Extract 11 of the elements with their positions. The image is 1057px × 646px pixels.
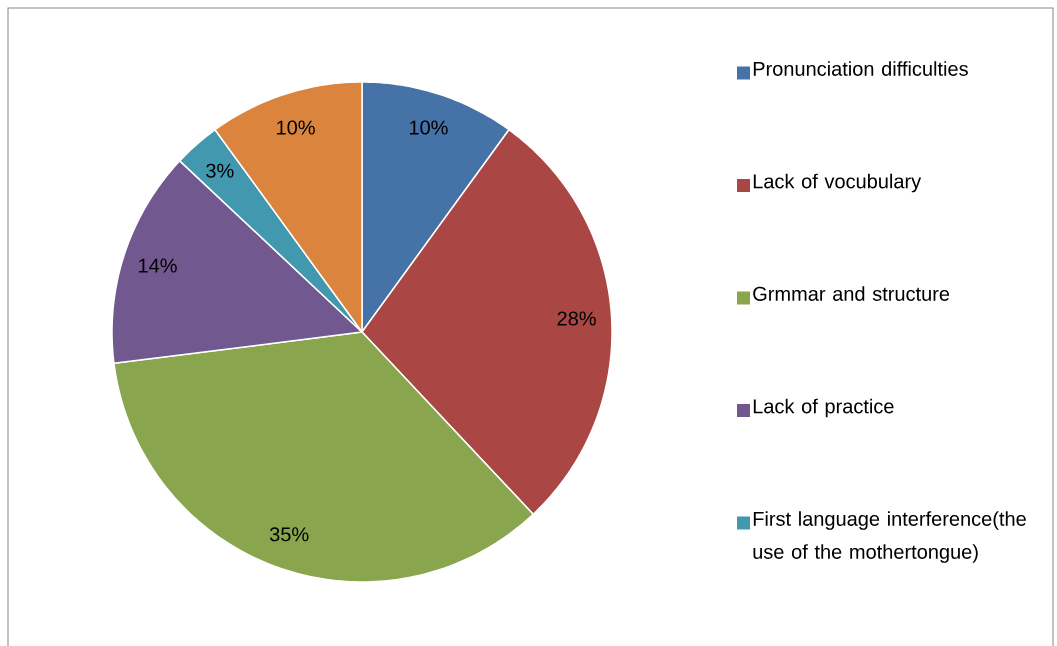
data-label: 28% bbox=[557, 311, 596, 326]
data-label: 14% bbox=[139, 258, 177, 273]
legend-label: Grmmar and structure bbox=[753, 286, 950, 301]
legend-label: First language interference(the use of the mothertongue) bbox=[753, 511, 1026, 563]
data-label: 35% bbox=[269, 527, 309, 542]
data-label: 10% bbox=[409, 120, 448, 135]
legend-label: Lack of practice bbox=[753, 398, 894, 418]
legend-label: Lack of vocubulary bbox=[753, 173, 922, 193]
legend-label: Pronunciation difficulties bbox=[753, 61, 968, 76]
data-label: 3% bbox=[206, 163, 234, 178]
data-label: 10% bbox=[277, 120, 315, 135]
